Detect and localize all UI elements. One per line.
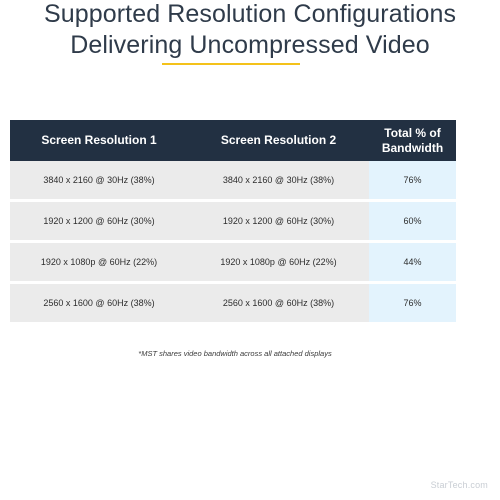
table-row: 1920 x 1080p @ 60Hz (22%) 1920 x 1080p @… [10, 243, 456, 284]
title-underline [162, 63, 300, 65]
cell-resolution-2: 3840 x 2160 @ 30Hz (38%) [188, 161, 369, 202]
table-row: 2560 x 1600 @ 60Hz (38%) 2560 x 1600 @ 6… [10, 284, 456, 325]
header-total-bandwidth: Total % of Bandwidth [369, 120, 456, 161]
cell-resolution-1: 3840 x 2160 @ 30Hz (38%) [10, 161, 188, 202]
table-row: 1920 x 1200 @ 60Hz (30%) 1920 x 1200 @ 6… [10, 202, 456, 243]
footnote: *MST shares video bandwidth across all a… [138, 349, 332, 358]
table-row: 3840 x 2160 @ 30Hz (38%) 3840 x 2160 @ 3… [10, 161, 456, 202]
cell-resolution-2: 1920 x 1200 @ 60Hz (30%) [188, 202, 369, 243]
cell-total-bandwidth: 76% [369, 284, 456, 325]
table-header-row: Screen Resolution 1 Screen Resolution 2 … [10, 120, 456, 161]
header-total-line-2: Bandwidth [381, 140, 444, 155]
page-title-line-2: Delivering Uncompressed Video [70, 31, 430, 59]
header-total-line-1: Total % of [384, 125, 441, 140]
cell-total-bandwidth: 60% [369, 202, 456, 243]
cell-resolution-1: 1920 x 1080p @ 60Hz (22%) [10, 243, 188, 284]
brand-watermark: StarTech.com [430, 480, 488, 490]
cell-total-bandwidth: 76% [369, 161, 456, 202]
cell-total-bandwidth: 44% [369, 243, 456, 284]
cell-resolution-1: 1920 x 1200 @ 60Hz (30%) [10, 202, 188, 243]
header-screen-resolution-2: Screen Resolution 2 [188, 120, 369, 161]
page-title-line-1: Supported Resolution Configurations [43, 0, 457, 28]
resolution-table: Screen Resolution 1 Screen Resolution 2 … [10, 120, 456, 325]
cell-resolution-1: 2560 x 1600 @ 60Hz (38%) [10, 284, 188, 325]
cell-resolution-2: 1920 x 1080p @ 60Hz (22%) [188, 243, 369, 284]
cell-resolution-2: 2560 x 1600 @ 60Hz (38%) [188, 284, 369, 325]
header-screen-resolution-1: Screen Resolution 1 [10, 120, 188, 161]
